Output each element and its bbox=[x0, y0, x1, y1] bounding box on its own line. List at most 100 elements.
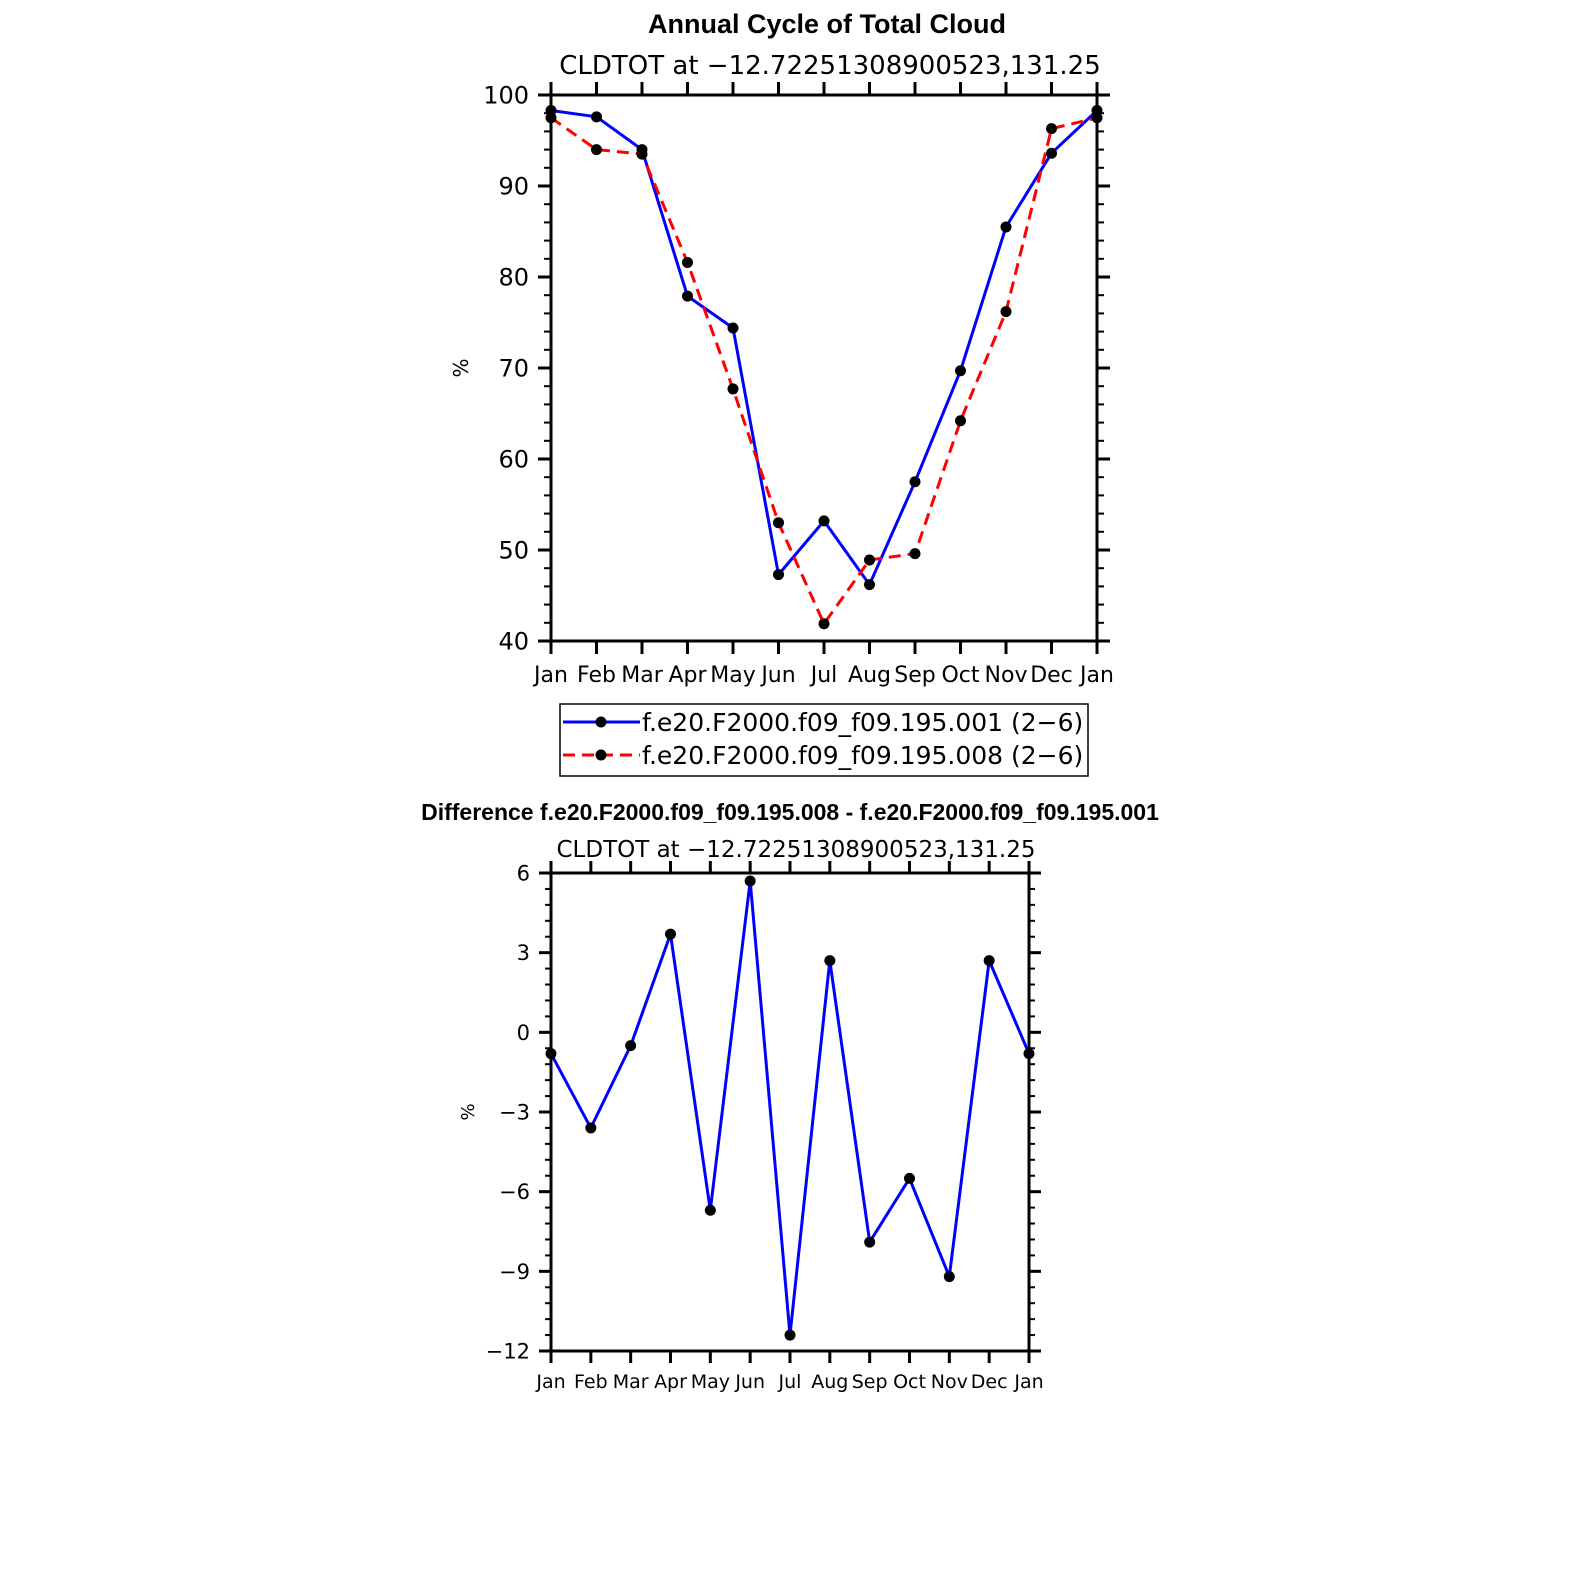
legend-marker-2 bbox=[595, 749, 607, 761]
series-2-point bbox=[773, 517, 784, 529]
chart1-title: Annual Cycle of Total Cloud bbox=[648, 9, 1006, 39]
series-1-point bbox=[682, 290, 693, 302]
chart2-plot-frame bbox=[549, 871, 1031, 1353]
y-tick-label: 60 bbox=[498, 446, 529, 474]
y-tick-label: −6 bbox=[499, 1180, 530, 1204]
x-tick-label: Jun bbox=[759, 663, 795, 688]
series-2-point bbox=[636, 148, 648, 160]
series-2-point bbox=[682, 256, 693, 268]
x-tick-label: May bbox=[710, 663, 755, 688]
x-tick-label: Jan bbox=[1013, 1371, 1043, 1393]
x-tick-label: Aug bbox=[811, 1371, 848, 1393]
x-tick-label: Feb bbox=[577, 663, 616, 688]
series-2-point bbox=[1046, 123, 1057, 135]
series-1-point bbox=[591, 111, 602, 123]
series-1-point bbox=[704, 1204, 716, 1216]
x-tick-label: Mar bbox=[621, 663, 663, 688]
x-tick-label: Nov bbox=[985, 663, 1028, 688]
legend-marker-1 bbox=[595, 716, 607, 728]
series-1-point bbox=[773, 569, 784, 581]
series-1-point bbox=[864, 1236, 876, 1248]
series-1-point bbox=[585, 1122, 597, 1134]
chart1-series bbox=[545, 104, 1103, 630]
chart2-ylabel: % bbox=[458, 1103, 479, 1120]
x-tick-label: Aug bbox=[848, 663, 891, 688]
x-tick-label: Sep bbox=[852, 1371, 888, 1393]
series-1-point bbox=[784, 1329, 796, 1341]
series-2-point bbox=[1000, 306, 1012, 318]
y-tick-label: 50 bbox=[498, 537, 529, 565]
series-2-point bbox=[864, 554, 875, 566]
x-tick-label: Dec bbox=[971, 1371, 1008, 1393]
y-tick-label: −9 bbox=[499, 1260, 530, 1284]
chart1-y-tick-labels: 40 50 60 70 80 90 100 bbox=[483, 82, 529, 656]
series-2-point bbox=[727, 383, 739, 395]
y-tick-label: 70 bbox=[498, 355, 529, 383]
x-tick-label: Feb bbox=[574, 1371, 608, 1393]
x-tick-label: Apr bbox=[654, 1371, 687, 1393]
series-1-point bbox=[1046, 147, 1057, 159]
chart1-plot-frame bbox=[549, 93, 1099, 643]
series-1-point bbox=[744, 875, 756, 887]
chart2-title: Difference f.e20.F2000.f09_f09.195.008 -… bbox=[421, 799, 1159, 825]
x-tick-label: Jul bbox=[778, 1371, 802, 1393]
chart2-series bbox=[545, 875, 1035, 1341]
chart1-ylabel: % bbox=[449, 358, 473, 377]
series-line-2 bbox=[550, 116, 1098, 626]
series-1-point bbox=[955, 365, 966, 377]
series-1-point bbox=[904, 1172, 915, 1184]
annual-cycle-chart: Annual Cycle of Total Cloud CLDTOT at −1… bbox=[449, 9, 1114, 777]
y-tick-label: 80 bbox=[498, 264, 529, 292]
legend-label-2: f.e20.F2000.f09_f09.195.008 (2−6) bbox=[642, 741, 1083, 770]
x-tick-label: May bbox=[691, 1371, 730, 1393]
difference-chart: Difference f.e20.F2000.f09_f09.195.008 -… bbox=[421, 799, 1159, 1393]
x-tick-label: Apr bbox=[668, 663, 707, 688]
y-tick-label: 100 bbox=[483, 82, 529, 110]
series-1-point bbox=[665, 928, 676, 940]
x-tick-label: Sep bbox=[894, 663, 935, 688]
series-1-point bbox=[818, 515, 830, 527]
series-1-point bbox=[983, 955, 995, 967]
legend-box bbox=[559, 703, 1089, 777]
x-tick-label: Dec bbox=[1030, 663, 1073, 688]
chart2-ticks bbox=[539, 861, 1041, 1363]
x-tick-label: Jan bbox=[532, 663, 568, 688]
x-tick-label: Oct bbox=[893, 1371, 926, 1393]
x-tick-label: Jun bbox=[734, 1371, 765, 1393]
y-tick-label: −3 bbox=[499, 1101, 530, 1125]
series-1-point bbox=[824, 955, 836, 967]
chart1-subtitle: CLDTOT at −12.72251308900523,131.25 bbox=[559, 51, 1101, 81]
y-tick-label: −12 bbox=[486, 1340, 530, 1364]
series-1-point bbox=[864, 579, 875, 591]
legend-label-1: f.e20.F2000.f09_f09.195.001 (2−6) bbox=[642, 708, 1083, 737]
y-tick-label: 6 bbox=[517, 862, 530, 886]
y-tick-label: 90 bbox=[498, 173, 529, 201]
series-1-point bbox=[727, 322, 739, 334]
x-tick-label: Nov bbox=[931, 1371, 968, 1393]
series-2-point bbox=[909, 548, 921, 560]
x-tick-label: Mar bbox=[613, 1371, 649, 1393]
y-tick-label: 0 bbox=[517, 1021, 530, 1045]
series-2-point bbox=[955, 415, 966, 427]
series-2-point bbox=[591, 144, 602, 156]
series-line-1 bbox=[550, 109, 1099, 587]
x-tick-label: Jan bbox=[535, 1371, 565, 1393]
series-2-point bbox=[818, 618, 830, 630]
y-tick-label: 40 bbox=[498, 628, 529, 656]
y-tick-label: 3 bbox=[517, 941, 530, 965]
series-1-point bbox=[943, 1271, 955, 1283]
chart2-subtitle: CLDTOT at −12.72251308900523,131.25 bbox=[556, 837, 1035, 863]
x-tick-label: Jul bbox=[809, 663, 838, 688]
chart1-ticks bbox=[538, 82, 1110, 654]
chart1-legend: f.e20.F2000.f09_f09.195.001 (2−6) f.e20.F… bbox=[559, 703, 1089, 777]
x-tick-label: Oct bbox=[941, 663, 979, 688]
chart1-x-tick-labels: Jan Feb Mar Apr May Jun Jul Aug Sep Oct Nov Dec Jan bbox=[532, 663, 1114, 688]
series-1-point bbox=[1000, 221, 1012, 233]
x-tick-label: Jan bbox=[1078, 663, 1114, 688]
series-1-point bbox=[625, 1040, 637, 1052]
series-line-1 bbox=[549, 879, 1031, 1337]
series-1-point bbox=[909, 476, 921, 488]
chart2-y-tick-labels: −12 −9 −6 −3 0 3 6 bbox=[486, 862, 530, 1364]
chart2-x-tick-labels: Jan Feb Mar Apr May Jun Jul Aug Sep Oct Nov Dec Jan bbox=[535, 1371, 1043, 1393]
